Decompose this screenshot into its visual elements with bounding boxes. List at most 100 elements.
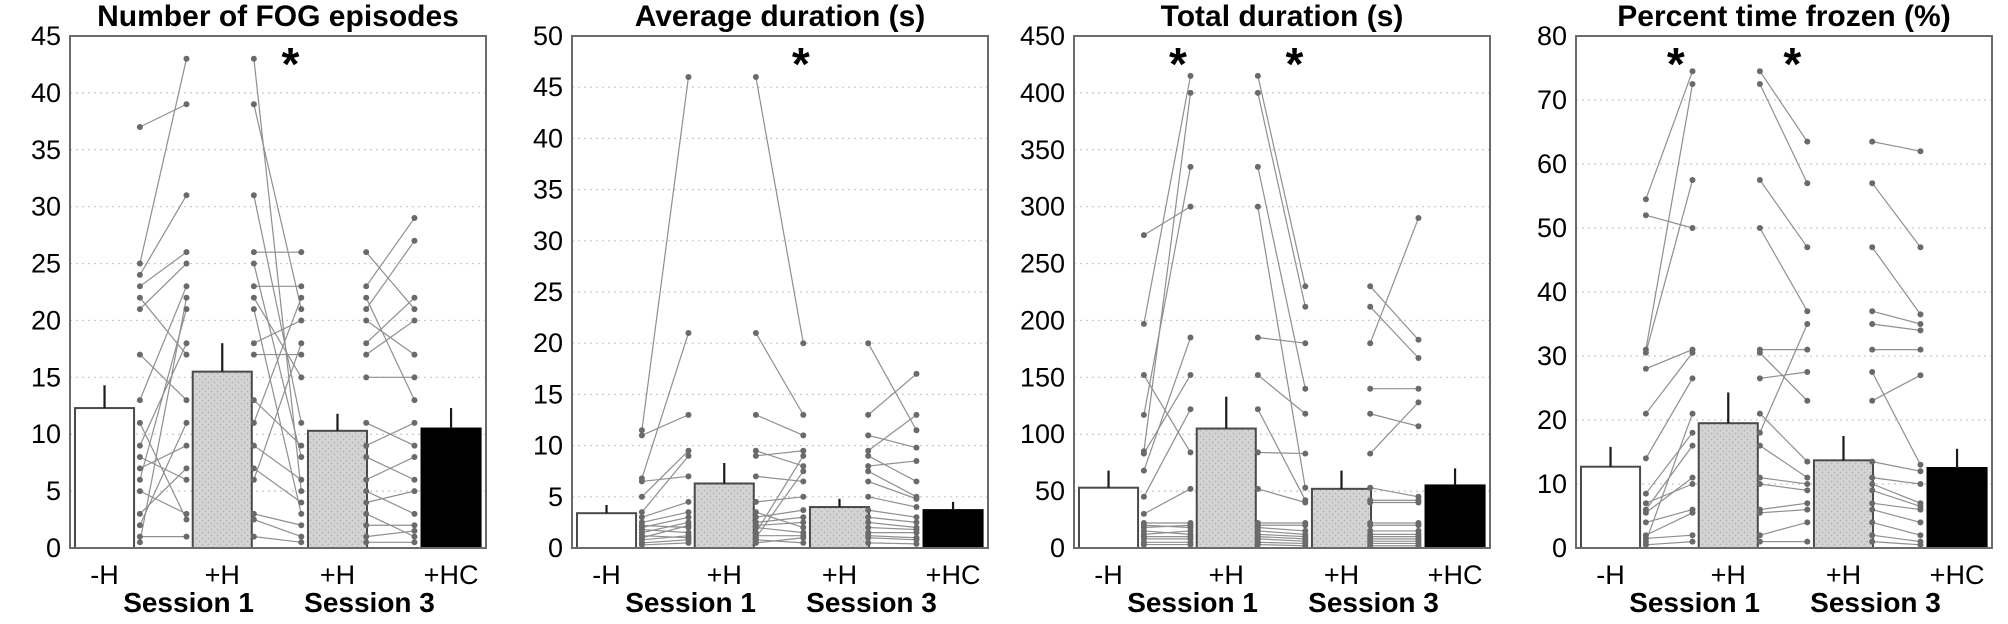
data-point	[1869, 244, 1876, 251]
pair-line	[867, 470, 917, 498]
bar-+h-s3	[1812, 459, 1875, 550]
data-point	[1869, 532, 1876, 539]
data-point	[411, 419, 418, 426]
pair-line	[1872, 509, 1921, 523]
pair-line	[868, 537, 917, 541]
data-point	[1917, 481, 1924, 487]
data-point	[298, 351, 305, 358]
data-point	[865, 534, 872, 541]
data-point	[800, 514, 807, 521]
pair-line	[1645, 483, 1693, 504]
data-point	[136, 442, 143, 449]
y-tick-label: 50	[1035, 476, 1065, 506]
data-point	[298, 488, 305, 495]
data-point	[250, 465, 257, 472]
pair-line	[253, 195, 302, 423]
data-point	[1689, 177, 1696, 183]
pair-line	[1645, 83, 1694, 350]
data-point	[250, 294, 257, 301]
data-point	[363, 294, 370, 301]
pair-line	[641, 475, 689, 483]
data-point	[136, 397, 143, 404]
data-point	[1642, 410, 1649, 417]
pair-line	[1257, 206, 1306, 488]
data-point	[1756, 225, 1763, 231]
data-point	[1917, 244, 1924, 251]
data-point	[638, 514, 645, 521]
y-tick-label: 400	[1020, 78, 1065, 108]
data-point	[1869, 458, 1876, 465]
pair-line	[139, 286, 188, 401]
data-point	[865, 468, 872, 475]
y-tick-label: 25	[31, 249, 61, 279]
data-point	[411, 510, 418, 517]
data-point	[1869, 308, 1876, 315]
data-point	[1689, 225, 1696, 231]
pair-line	[755, 414, 804, 436]
data-point	[1917, 541, 1924, 548]
data-point	[1302, 303, 1309, 310]
data-point	[136, 306, 143, 313]
data-point	[183, 249, 190, 256]
y-tick-label: 35	[533, 175, 563, 205]
data-point	[1689, 375, 1696, 382]
pair-line	[1369, 285, 1419, 341]
data-point	[1140, 467, 1147, 474]
pair-line	[139, 251, 187, 287]
data-point	[183, 294, 190, 301]
data-point	[250, 516, 257, 523]
pair-line	[1143, 374, 1191, 454]
data-point	[685, 473, 692, 480]
y-tick-label: 45	[31, 21, 61, 51]
pair-line	[1759, 413, 1808, 463]
panel-svg-3: 0 50 100 150 200 250 300 350 400 450 Total duratio…	[1020, 0, 1491, 618]
data-point	[865, 463, 872, 470]
data-point	[1415, 354, 1422, 361]
plot-frame	[69, 35, 487, 549]
pair-line	[365, 297, 415, 344]
data-point	[752, 498, 759, 505]
data-point	[865, 340, 872, 347]
data-point	[183, 283, 190, 290]
data-point	[913, 540, 920, 547]
data-point	[1756, 481, 1763, 487]
data-point	[363, 283, 370, 290]
pair-line	[1257, 538, 1306, 542]
data-point	[800, 452, 807, 459]
pair-line	[139, 456, 187, 481]
data-point	[913, 529, 920, 536]
data-point	[1869, 346, 1876, 353]
pair-line	[755, 509, 804, 518]
pair-line	[1369, 401, 1419, 454]
bar-+hc-s3	[1424, 484, 1486, 549]
data-point	[1689, 481, 1696, 487]
data-point	[1869, 138, 1876, 145]
pair-line	[1759, 323, 1808, 434]
bar-+h-s3	[808, 506, 871, 550]
pair-line	[641, 450, 689, 498]
data-point	[865, 539, 872, 546]
data-point	[1254, 485, 1261, 492]
chart-panel-3: 0 50 100 150 200 250 300 350 400 450 Total duratio…	[1004, 0, 1506, 619]
data-point	[411, 351, 418, 358]
significance-asterisk: *	[282, 38, 300, 90]
data-point	[1302, 450, 1309, 457]
data-point	[298, 476, 305, 483]
data-point	[363, 351, 370, 358]
pair-line	[365, 251, 415, 310]
data-point	[800, 493, 807, 500]
bar-+hc-s3	[420, 427, 482, 549]
pair-line	[253, 297, 302, 378]
data-point	[1689, 429, 1696, 436]
data-point	[298, 522, 305, 529]
data-point	[363, 374, 370, 381]
data-point	[1642, 349, 1649, 356]
bar-+h-s1	[1697, 422, 1759, 550]
pair-line	[366, 490, 415, 504]
data-point	[752, 524, 759, 531]
data-point	[1367, 522, 1374, 529]
data-point	[183, 55, 190, 62]
bar-+h-s1	[191, 370, 253, 549]
data-point	[250, 476, 257, 483]
pair-line	[1645, 214, 1693, 229]
